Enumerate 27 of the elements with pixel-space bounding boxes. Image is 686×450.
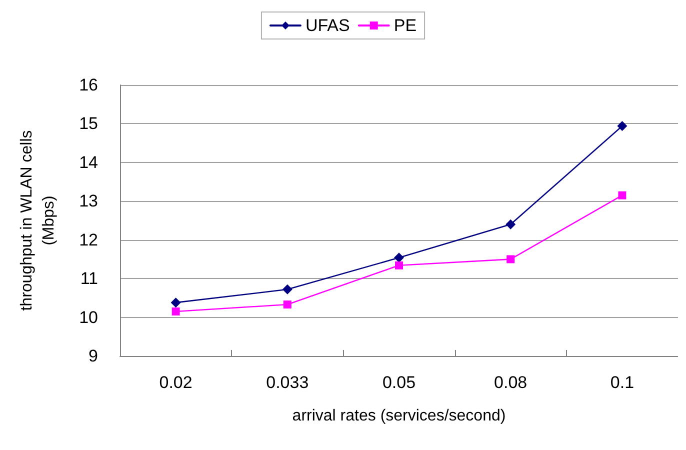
legend-label: PE	[394, 16, 417, 35]
point	[618, 191, 626, 200]
point	[395, 261, 403, 270]
y-axis-title: throughput in WLAN cells (Mbps)	[18, 130, 58, 311]
y-tick-label: 11	[80, 269, 98, 288]
x-tick-label: 0.033	[266, 373, 309, 392]
y-tick-label: 14	[79, 152, 98, 172]
x-tick-label: 0.1	[610, 373, 634, 392]
x-tick-label: 0.05	[382, 373, 416, 392]
point	[282, 284, 292, 294]
point	[172, 307, 180, 316]
y-tick-label: 13	[79, 192, 98, 211]
legend-label: UFAS	[305, 16, 350, 35]
y-tick-label: 15	[79, 114, 98, 134]
y-tick-label: 10	[79, 308, 98, 327]
point	[394, 252, 404, 263]
x-tick-label: 0.08	[494, 373, 528, 392]
point	[170, 298, 181, 308]
y-tick-label: 12	[79, 230, 98, 250]
point	[617, 121, 628, 132]
x-axis-title: arrival rates (services/second)	[292, 408, 506, 424]
y-tick-label: 16	[79, 76, 98, 94]
point	[506, 219, 516, 230]
x-tick-label: 0.02	[159, 373, 192, 392]
point	[283, 300, 292, 309]
point	[506, 255, 515, 264]
y-tick-label: 9	[88, 346, 98, 366]
